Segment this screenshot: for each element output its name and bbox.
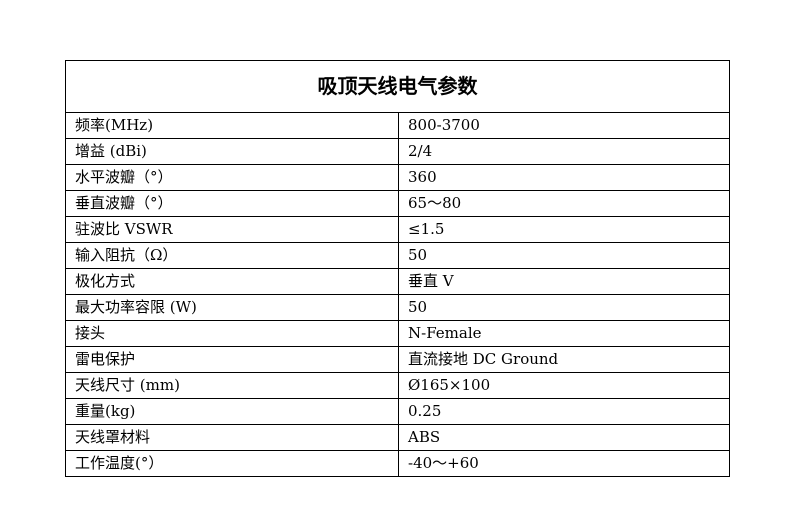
table-row: 垂直波瓣（°） 65～80 — [65, 190, 730, 217]
table-row: 雷电保护 直流接地 DC Ground — [65, 346, 730, 373]
title-row: 吸顶天线电气参数 — [65, 60, 730, 113]
parameter-name: 接头 — [65, 320, 399, 347]
table-row: 输入阻抗（Ω） 50 — [65, 242, 730, 269]
parameter-name: 频率(MHz) — [65, 112, 399, 139]
parameter-name: 天线尺寸 (mm) — [65, 372, 399, 399]
table-row: 天线尺寸 (mm) Ø165×100 — [65, 372, 730, 399]
table-row: 频率(MHz) 800-3700 — [65, 112, 730, 139]
parameter-value: Ø165×100 — [398, 372, 730, 399]
parameter-name: 最大功率容限 (W) — [65, 294, 399, 321]
parameter-value: 360 — [398, 164, 730, 191]
parameter-value: ABS — [398, 424, 730, 451]
parameter-name: 重量(kg) — [65, 398, 399, 425]
table-title: 吸顶天线电气参数 — [65, 60, 730, 113]
antenna-spec-table: 吸顶天线电气参数 频率(MHz) 800-3700 增益 (dBi) 2/4 水平波瓣（… — [65, 60, 730, 477]
parameter-value: N-Female — [398, 320, 730, 347]
parameter-value: 800-3700 — [398, 112, 730, 139]
parameter-value: 2/4 — [398, 138, 730, 165]
table-row: 极化方式 垂直 V — [65, 268, 730, 295]
parameter-name: 增益 (dBi) — [65, 138, 399, 165]
table-row: 接头 N-Female — [65, 320, 730, 347]
parameter-value: 直流接地 DC Ground — [398, 346, 730, 373]
parameter-value: 65～80 — [398, 190, 730, 217]
parameter-value: 垂直 V — [398, 268, 730, 295]
parameter-value: 50 — [398, 242, 730, 269]
parameter-name: 雷电保护 — [65, 346, 399, 373]
parameter-name: 天线罩材料 — [65, 424, 399, 451]
parameter-name: 驻波比 VSWR — [65, 216, 399, 243]
parameter-name: 极化方式 — [65, 268, 399, 295]
table-row: 最大功率容限 (W) 50 — [65, 294, 730, 321]
parameter-name: 水平波瓣（°） — [65, 164, 399, 191]
parameter-name: 工作温度(°） — [65, 450, 399, 477]
table-row: 水平波瓣（°） 360 — [65, 164, 730, 191]
parameter-value: -40～+60 — [398, 450, 730, 477]
table-row: 驻波比 VSWR ≤1.5 — [65, 216, 730, 243]
parameter-value: ≤1.5 — [398, 216, 730, 243]
parameter-name: 输入阻抗（Ω） — [65, 242, 399, 269]
parameter-value: 50 — [398, 294, 730, 321]
table-row: 天线罩材料 ABS — [65, 424, 730, 451]
parameter-name: 垂直波瓣（°） — [65, 190, 399, 217]
table-row: 工作温度(°） -40～+60 — [65, 450, 730, 477]
parameter-value: 0.25 — [398, 398, 730, 425]
table-row: 重量(kg) 0.25 — [65, 398, 730, 425]
table-row: 增益 (dBi) 2/4 — [65, 138, 730, 165]
